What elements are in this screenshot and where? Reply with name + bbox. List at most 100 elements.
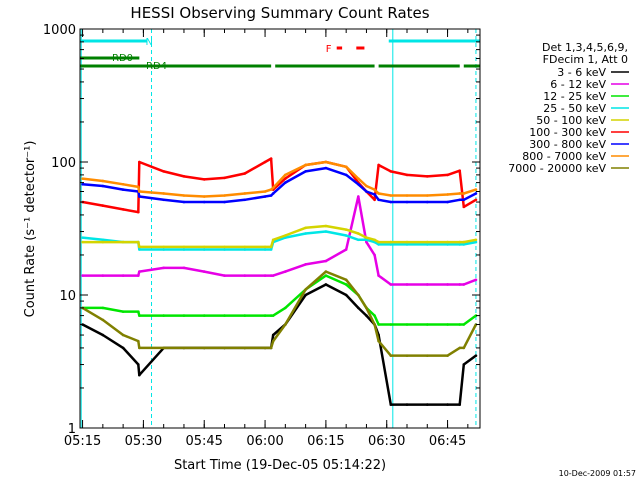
series-line-300-800-kev — [82, 166, 477, 204]
data-point-50-100-kev — [425, 240, 429, 244]
data-point-25-50-kev — [365, 238, 368, 242]
data-point-50-100-kev — [462, 240, 466, 244]
data-point-50-100-kev — [81, 240, 84, 244]
data-point-800-7000-kev — [425, 194, 429, 197]
data-point-800-7000-kev — [405, 194, 409, 197]
data-point-7000-20000-kev — [284, 323, 287, 326]
data-point-6-12-kev — [474, 278, 478, 282]
data-point-300-800-kev — [474, 192, 478, 195]
legend-entry-label: 12 - 25 keV — [543, 90, 606, 103]
data-point-100-300-kev — [263, 160, 267, 164]
data-point-7000-20000-kev — [357, 293, 360, 297]
data-point-800-7000-kev — [389, 194, 393, 197]
x-tick-label: 06:30 — [368, 434, 405, 449]
data-point-50-100-kev — [304, 226, 307, 230]
data-point-800-7000-kev — [365, 184, 368, 188]
data-point-7000-20000-kev — [162, 346, 165, 350]
data-point-300-800-kev — [223, 200, 226, 204]
data-point-25-50-kev — [377, 243, 380, 246]
legend-entry-label: 100 - 300 keV — [529, 126, 606, 139]
data-point-50-100-kev — [344, 228, 348, 231]
data-point-50-100-kev — [263, 245, 267, 249]
y-axis-title: Count Rate (s⁻¹ detector⁻¹) — [23, 141, 38, 318]
data-point-800-7000-kev — [446, 193, 449, 196]
data-point-50-100-kev — [162, 245, 165, 249]
x-tick-label: 06:15 — [307, 434, 344, 449]
data-point-7000-20000-kev — [405, 354, 409, 357]
data-point-6-12-kev — [202, 270, 206, 273]
data-point-12-25-kev — [101, 306, 105, 310]
data-point-3-6-kev — [101, 333, 105, 337]
x-axis-title: Start Time (19-Dec-05 05:14:22) — [174, 458, 386, 473]
data-point-6-12-kev — [81, 274, 84, 277]
data-point-7000-20000-kev — [271, 339, 275, 343]
flare-flag-label: F — [326, 44, 332, 55]
legend-entry-label: 7000 - 20000 keV — [508, 162, 606, 175]
data-point-7000-20000-kev — [462, 346, 466, 350]
data-point-6-12-kev — [357, 195, 360, 198]
data-point-6-12-kev — [377, 274, 380, 277]
series-line-7000-20000-kev — [81, 270, 478, 357]
data-point-25-50-kev — [81, 236, 84, 239]
data-point-7000-20000-kev — [446, 354, 449, 357]
data-point-300-800-kev — [101, 184, 105, 188]
data-point-7000-20000-kev — [243, 346, 247, 350]
data-point-800-7000-kev — [373, 188, 376, 191]
data-point-12-25-kev — [182, 314, 186, 317]
data-point-300-800-kev — [182, 200, 186, 204]
data-point-3-6-kev — [446, 403, 449, 406]
legend-entry-label: 800 - 7000 keV — [522, 150, 606, 163]
rd4-flag-label: RD4 — [146, 61, 167, 72]
data-point-6-12-kev — [446, 283, 449, 286]
data-point-25-50-kev — [344, 234, 348, 237]
data-point-800-7000-kev — [263, 190, 267, 193]
y-tick-label: 1000 — [43, 23, 76, 38]
data-point-12-25-kev — [243, 314, 247, 317]
data-point-25-50-kev — [101, 238, 105, 242]
data-point-50-100-kev — [357, 232, 360, 235]
data-point-100-300-kev — [377, 163, 380, 167]
data-point-6-12-kev — [405, 283, 409, 286]
data-point-7000-20000-kev — [474, 323, 478, 326]
data-point-50-100-kev — [269, 245, 273, 249]
data-point-800-7000-kev — [137, 185, 140, 189]
flags-layer: N F RD0 RD4 — [80, 29, 480, 428]
series-line-25-50-kev — [82, 230, 477, 251]
data-point-6-12-kev — [344, 248, 348, 251]
axes-layer: 05:15 05:30 05:45 06:00 06:15 06:30 06:45 1 10 10… — [43, 23, 480, 449]
data-point-800-7000-kev — [462, 192, 466, 195]
legend-entry-label: 300 - 800 keV — [529, 138, 606, 151]
data-point-3-6-kev — [389, 403, 393, 406]
data-point-100-300-kev — [389, 170, 393, 173]
data-point-6-12-kev — [138, 270, 141, 273]
data-point-12-25-kev — [446, 323, 449, 326]
data-point-800-7000-kev — [101, 179, 105, 183]
data-point-100-300-kev — [446, 173, 449, 177]
data-point-50-100-kev — [138, 245, 141, 249]
data-point-100-300-kev — [223, 176, 226, 180]
data-point-300-800-kev — [446, 200, 449, 204]
data-point-100-300-kev — [474, 198, 478, 202]
data-point-12-25-kev — [223, 314, 226, 317]
data-point-100-300-kev — [405, 173, 409, 177]
data-point-25-50-kev — [138, 248, 141, 251]
data-point-100-300-kev — [425, 175, 429, 178]
data-point-800-7000-kev — [271, 186, 275, 190]
data-point-7000-20000-kev — [223, 346, 226, 350]
series-line-800-7000-kev — [82, 160, 477, 198]
data-point-6-12-kev — [284, 270, 287, 273]
y-tick-label: 10 — [59, 289, 76, 304]
data-point-800-7000-kev — [121, 182, 125, 186]
data-point-6-12-kev — [373, 253, 376, 257]
legend-entry-label: 6 - 12 keV — [550, 78, 606, 91]
series-layer — [81, 157, 478, 406]
data-point-25-50-kev — [243, 248, 247, 251]
data-point-3-6-kev — [304, 293, 307, 297]
data-point-25-50-kev — [182, 248, 186, 251]
data-point-12-25-kev — [162, 314, 165, 317]
data-point-12-25-kev — [284, 306, 287, 310]
data-point-100-300-kev — [101, 204, 105, 207]
data-point-50-100-kev — [405, 240, 409, 244]
data-point-25-50-kev — [223, 248, 226, 251]
legend: Det 1,3,4,5,6,9,FDecim 1, Att 03 - 6 keV… — [508, 41, 629, 175]
